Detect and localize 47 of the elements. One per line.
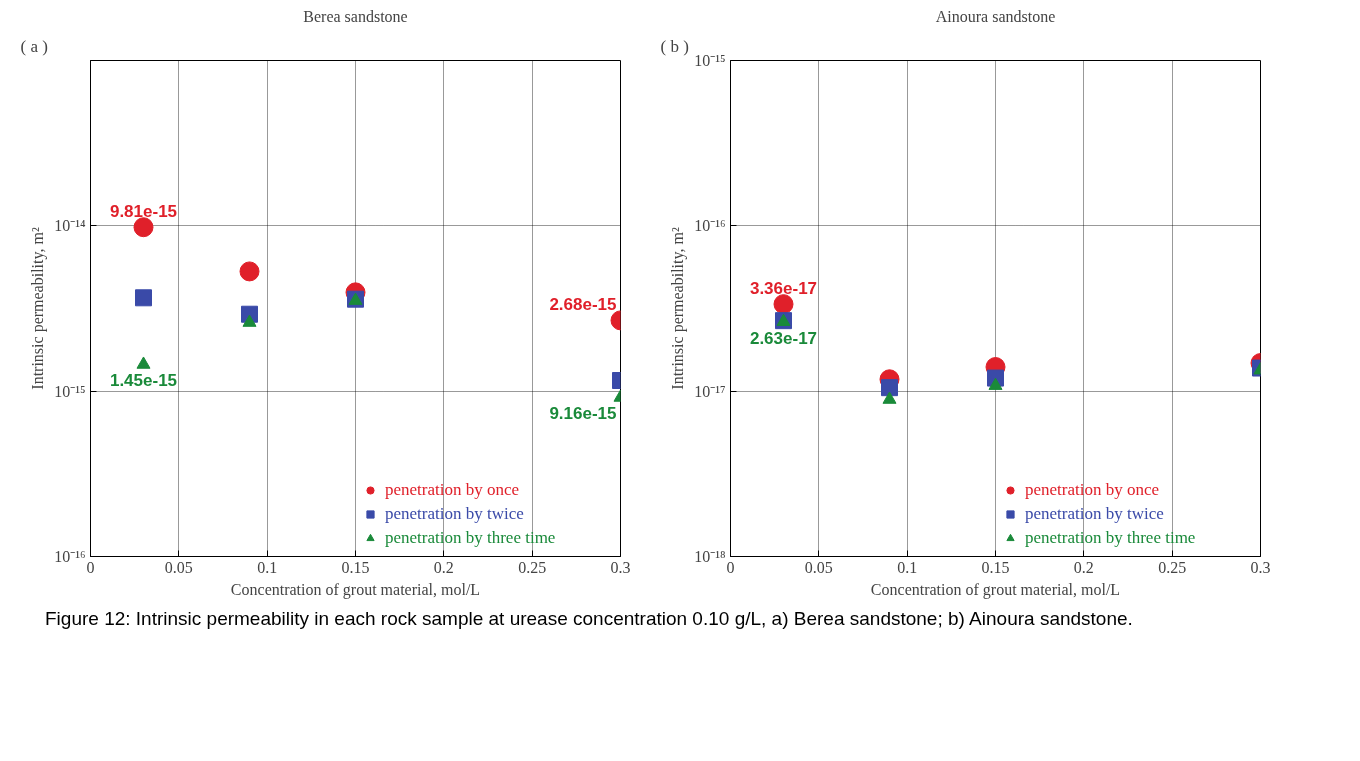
x-axis-title: Concentration of grout material, mol/L: [230, 580, 481, 599]
text: ( a ): [20, 36, 48, 56]
x-tick-label: 0.15: [981, 558, 1010, 576]
legend-label: penetration by twice: [385, 504, 524, 524]
data-label: 9.81e-15: [109, 202, 178, 222]
text: ( b ): [660, 36, 689, 56]
data-label: 1.45e-15: [109, 371, 178, 391]
x-tick-label: 0.2: [1073, 558, 1094, 576]
y-axis-title: Intrinsic permeability, m²: [669, 227, 688, 390]
data-label: 3.36e-17: [749, 279, 818, 299]
y-tick-label: 10⁻¹⁵: [694, 52, 726, 69]
x-tick-label: 0.1: [897, 558, 918, 576]
data-label: 9.16e-15: [549, 404, 617, 424]
x-tick-label: 0.05: [164, 558, 193, 576]
legend-label: penetration by twice: [1025, 504, 1164, 524]
x-tick-label: 0.1: [257, 558, 278, 576]
y-tick-label: 10⁻¹⁶: [694, 217, 726, 235]
x-tick-label: 0.15: [341, 558, 370, 576]
caption: Figure 12: Intrinsic permeability in each rock sample at urease concentration 0.10 g/L, a) Berea sandstone; b) Ainoura sandstone.: [45, 607, 1133, 631]
data-label: 2.68e-15: [549, 295, 617, 315]
y-tick-label: 10⁻¹⁸: [694, 548, 726, 565]
y-tick-label: 10⁻¹⁷: [694, 382, 726, 400]
x-tick-label: 0: [86, 558, 95, 576]
point: [242, 314, 257, 327]
x-tick-label: 0.2: [433, 558, 454, 576]
chart-title: Ainoura sandstone: [935, 7, 1056, 25]
chart-title: Berea sandstone: [303, 7, 408, 25]
legend-label: penetration by three time: [385, 528, 556, 548]
legend-label: penetration by three time: [1025, 528, 1196, 548]
x-tick-label: 0: [726, 558, 735, 576]
legend-label: penetration by once: [1025, 480, 1160, 500]
point: [136, 356, 151, 369]
x-tick-label: 0.3: [610, 558, 631, 576]
x-tick-label: 0.25: [518, 558, 547, 576]
y-tick-label: 10⁻¹⁵: [54, 382, 86, 400]
y-tick-label: 10⁻¹⁴: [54, 217, 86, 235]
data-label: 2.63e-17: [749, 328, 818, 348]
x-tick-label: 0.05: [804, 558, 833, 576]
point: [135, 289, 152, 307]
y-tick-label: 10⁻¹⁶: [54, 548, 86, 565]
legend-label: penetration by once: [385, 480, 520, 500]
point: [133, 217, 154, 238]
x-tick-label: 0.25: [1158, 558, 1187, 576]
y-axis-title: Intrinsic permeability, m²: [29, 227, 48, 390]
x-tick-label: 0.3: [1250, 558, 1271, 576]
point: [239, 261, 260, 282]
x-axis-title: Concentration of grout material, mol/L: [870, 580, 1121, 599]
